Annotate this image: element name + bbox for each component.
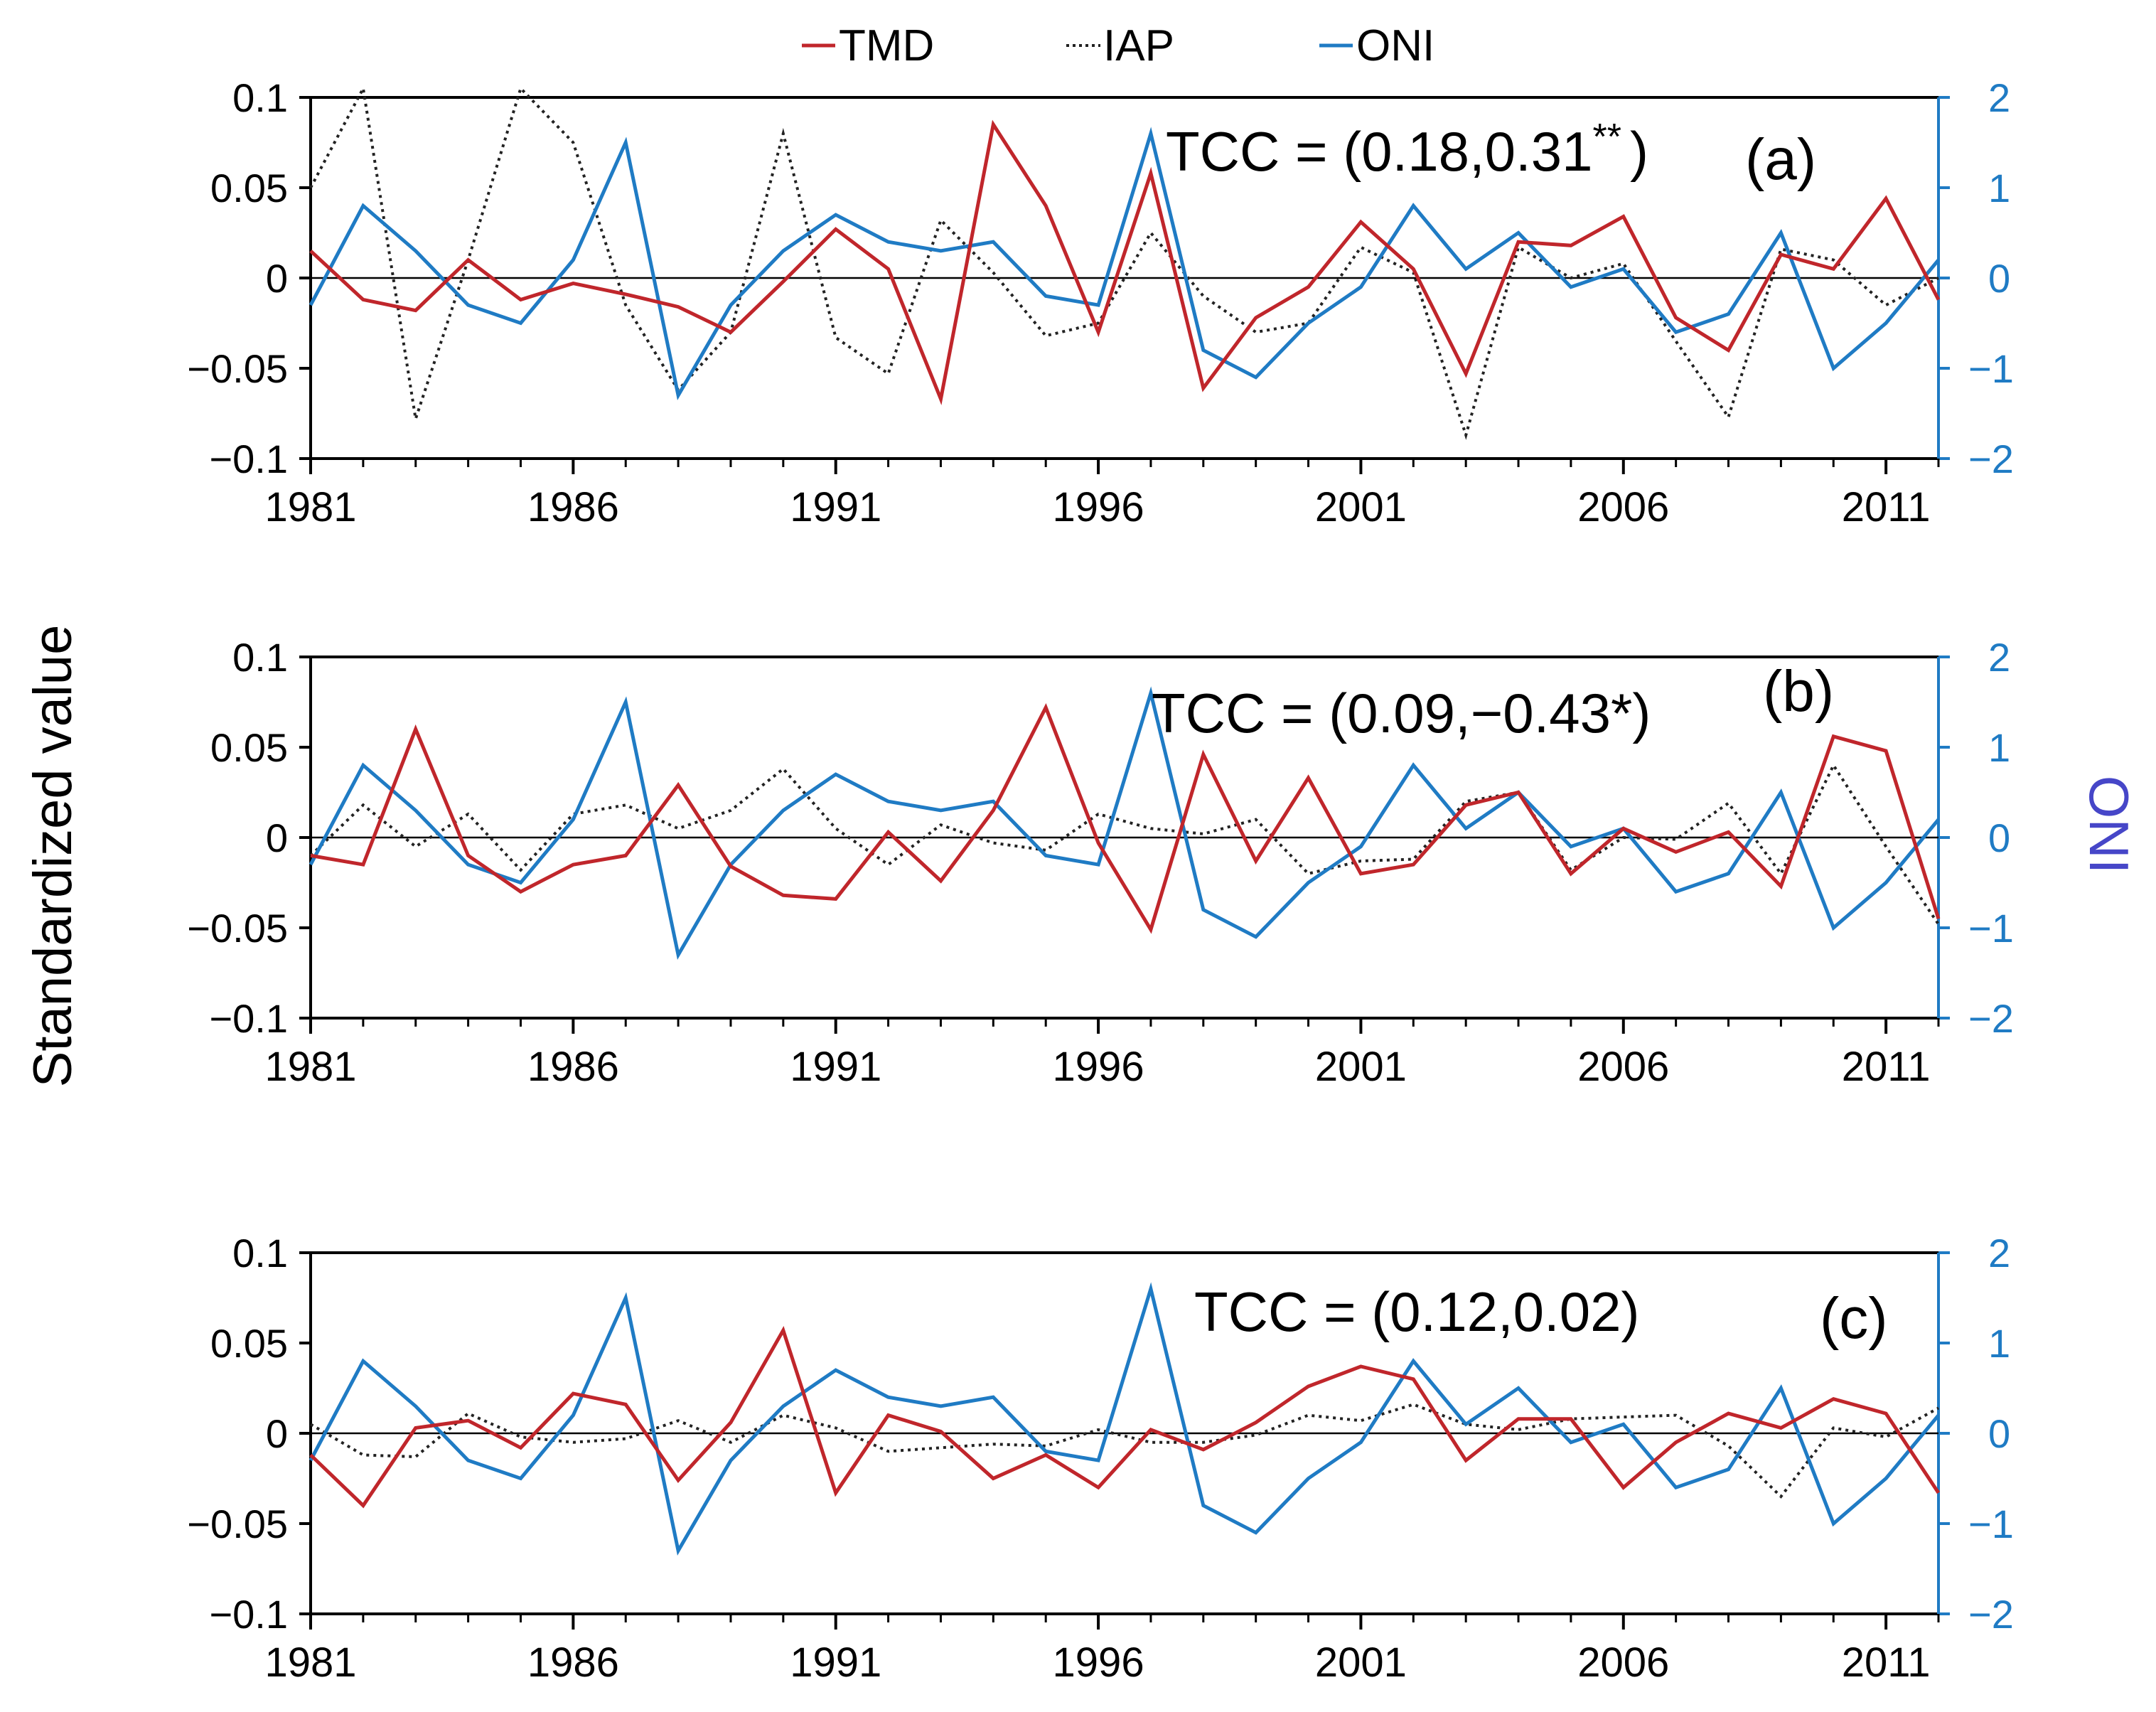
panel-label: (c)	[1820, 1286, 1888, 1351]
tcc-annotation: TCC = (0.12,0.02)	[1194, 1280, 1639, 1343]
right-y-tick-label: 2	[1988, 635, 2010, 680]
left-y-tick-label: 0	[266, 1411, 288, 1456]
legend: TMD IAP ONI	[802, 21, 1434, 70]
left-y-tick-label: 0	[266, 815, 288, 860]
right-y-tick-label: 2	[1988, 1231, 2010, 1275]
panel-label: (b)	[1763, 659, 1834, 724]
left-y-tick-label: −0.05	[187, 906, 288, 951]
tcc-annotation: TCC = (0.09,−0.43*)	[1152, 682, 1651, 744]
left-y-tick-label: 0	[266, 256, 288, 301]
x-tick-label: 1996	[1053, 1639, 1144, 1686]
right-y-tick-label: −1	[1968, 1502, 2014, 1546]
series-line-tmd	[309, 119, 1941, 406]
legend-tmd-label: TMD	[839, 21, 934, 70]
left-y-tick-label: 0.1	[232, 635, 288, 680]
series-line-tmd	[309, 1326, 1941, 1509]
x-tick-label: 1991	[790, 484, 881, 530]
x-tick-label: 2006	[1577, 484, 1669, 530]
x-tick-label: 2011	[1842, 484, 1931, 530]
left-y-tick-label: −0.05	[187, 346, 288, 391]
series-line-iap	[309, 84, 1939, 440]
x-tick-label: 1981	[264, 484, 356, 530]
chart-panel-3: 0.1 0.05 0 −0.05 −0.1 2 1 0 −1 −2 1981 1986 1991 1996…	[187, 1231, 2014, 1686]
left-y-tick-label: −0.1	[209, 1592, 288, 1637]
left-y-tick-label: 0.05	[210, 166, 288, 210]
x-tick-label: 1991	[790, 1639, 881, 1686]
series-line-oni	[309, 686, 1940, 960]
x-tick-label: 1981	[264, 1639, 356, 1686]
left-y-tick-label: −0.1	[209, 996, 288, 1041]
x-tick-label: 2001	[1315, 1639, 1407, 1686]
left-y-tick-label: 0.1	[232, 1231, 288, 1275]
y-axis-label: Standardized value	[23, 625, 83, 1088]
legend-oni-label: ONI	[1356, 21, 1434, 70]
tcc-annotation: TCC = (0.18,0.31**)	[1166, 117, 1648, 183]
right-y-tick-label: 2	[1988, 75, 2010, 120]
series-line-oni	[309, 127, 1940, 400]
x-tick-label: 1986	[527, 1639, 619, 1686]
right-y-tick-label: 0	[1988, 1411, 2010, 1456]
chart-panel-1: 0.1 0.05 0 −0.05 −0.1 2 1 0 −1 −2 1981 1986 1991 1996…	[187, 75, 2014, 530]
right-y-tick-label: −2	[1968, 1592, 2014, 1637]
left-y-tick-label: −0.1	[209, 437, 288, 481]
left-y-tick-label: 0.1	[232, 75, 288, 120]
series-line-iap	[309, 1403, 1939, 1499]
x-tick-label: 2011	[1842, 1044, 1931, 1090]
x-tick-label: 2011	[1842, 1639, 1931, 1686]
oni-axis-label: ONI	[2078, 776, 2140, 874]
legend-iap-label: IAP	[1103, 21, 1174, 70]
x-tick-label: 1996	[1053, 1044, 1144, 1090]
x-tick-label: 2001	[1315, 1044, 1407, 1090]
x-tick-label: 1986	[527, 1044, 619, 1090]
series-line-tmd	[310, 702, 1941, 934]
series-line-iap	[309, 762, 1940, 926]
right-y-tick-label: −2	[1968, 437, 2014, 481]
right-y-tick-label: 1	[1988, 166, 2010, 210]
x-tick-label: 1991	[790, 1044, 881, 1090]
left-y-tick-label: 0.05	[210, 725, 288, 770]
left-y-tick-label: 0.05	[210, 1321, 288, 1366]
x-tick-label: 1986	[527, 484, 619, 530]
right-y-tick-label: −1	[1968, 346, 2014, 391]
panel-label: (a)	[1745, 127, 1816, 192]
x-tick-label: 2001	[1315, 484, 1407, 530]
panels: 0.1 0.05 0 −0.05 −0.1 2 1 0 −1 −2 1981 1986 1991 1996…	[187, 75, 2014, 1686]
x-tick-label: 1981	[264, 1044, 356, 1090]
right-y-tick-label: 0	[1988, 815, 2010, 860]
x-tick-label: 2006	[1577, 1639, 1669, 1686]
x-tick-label: 1996	[1053, 484, 1144, 530]
left-y-tick-label: −0.05	[187, 1502, 288, 1546]
x-tick-label: 2006	[1577, 1044, 1669, 1090]
chart-panel-2: 0.1 0.05 0 −0.05 −0.1 2 1 0 −1 −2 1981 1986 1991 1996…	[187, 635, 2014, 1090]
right-y-tick-label: 1	[1988, 725, 2010, 770]
right-y-tick-label: 1	[1988, 1321, 2010, 1366]
series-line-oni	[309, 1282, 1940, 1556]
right-y-tick-label: −1	[1968, 906, 2014, 951]
right-y-tick-label: −2	[1968, 996, 2014, 1041]
right-y-tick-label: 0	[1988, 256, 2010, 301]
